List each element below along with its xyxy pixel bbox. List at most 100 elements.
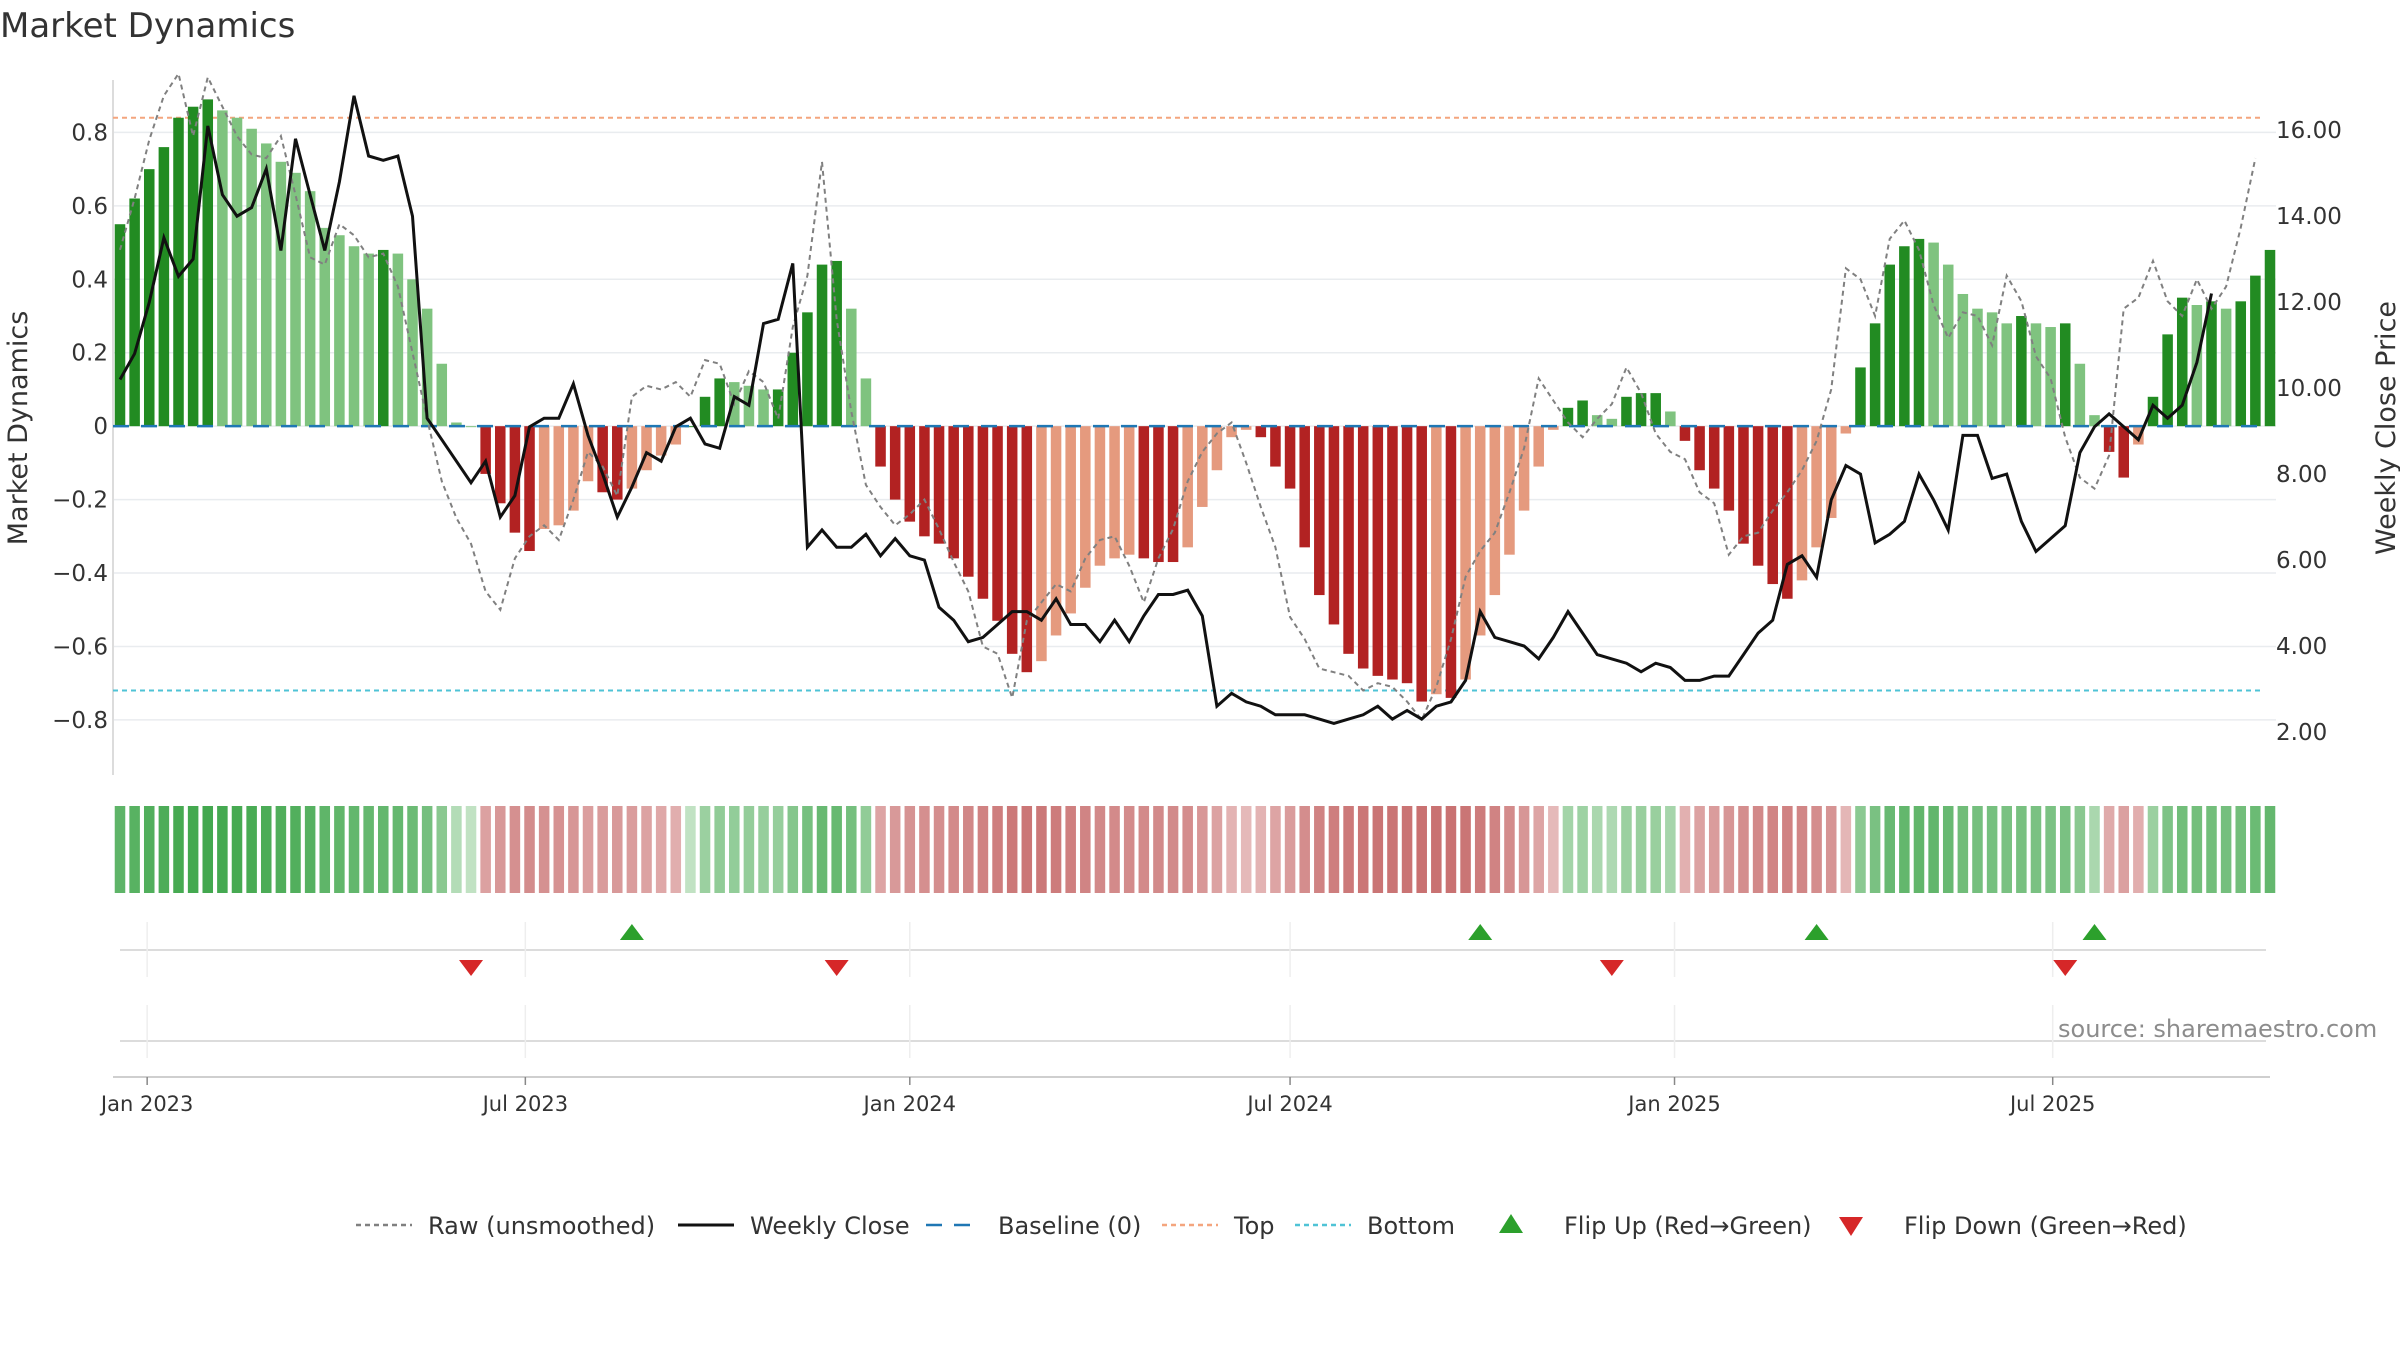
dynamics-bar bbox=[2045, 327, 2056, 427]
dynamics-bar bbox=[2206, 301, 2217, 427]
legend-label: Flip Up (Red→Green) bbox=[1564, 1212, 1812, 1240]
regime-cell bbox=[1343, 806, 1354, 893]
legend-flip-down-icon bbox=[1839, 1217, 1863, 1236]
dynamics-bar bbox=[699, 396, 711, 427]
dynamics-bar bbox=[992, 426, 1003, 621]
regime-cell bbox=[1855, 806, 1866, 893]
dynamics-bar bbox=[2162, 334, 2173, 427]
dynamics-bar bbox=[538, 426, 550, 529]
regime-cell bbox=[1226, 806, 1237, 893]
regime-cell bbox=[889, 806, 901, 893]
regime-cell bbox=[2001, 806, 2012, 893]
dynamics-bar bbox=[1460, 426, 1471, 680]
regime-cell bbox=[2176, 806, 2188, 893]
regime-cell bbox=[802, 806, 813, 893]
regime-cell bbox=[933, 806, 945, 893]
dynamics-bar bbox=[1796, 426, 1808, 581]
y-tick-label: 0 bbox=[93, 414, 108, 440]
dynamics-bar bbox=[1942, 264, 1954, 427]
regime-cell bbox=[2250, 806, 2261, 893]
regime-cell bbox=[919, 806, 930, 893]
dynamics-bar bbox=[260, 143, 272, 427]
dynamics-bar bbox=[1489, 426, 1501, 596]
dynamics-bar bbox=[1986, 312, 1998, 427]
dynamics-bar bbox=[1065, 426, 1076, 614]
legend-item: Bottom bbox=[1295, 1212, 1455, 1240]
regime-cell bbox=[1372, 806, 1384, 893]
y2-tick-label: 12.00 bbox=[2276, 290, 2342, 316]
regime-cell bbox=[1913, 806, 1925, 893]
dynamics-bar bbox=[2001, 323, 2012, 427]
dynamics-bar bbox=[304, 191, 316, 427]
regime-cell bbox=[392, 806, 404, 893]
regime-cell bbox=[1621, 806, 1632, 893]
dynamics-bar bbox=[2074, 363, 2086, 427]
regime-cell bbox=[2059, 806, 2071, 893]
dynamics-bar bbox=[772, 389, 784, 427]
regime-cell bbox=[1767, 806, 1778, 893]
dynamics-bar bbox=[1548, 426, 1559, 430]
dynamics-bar bbox=[1855, 367, 1866, 427]
regime-cell bbox=[2103, 806, 2115, 893]
dynamics-bar bbox=[1314, 426, 1325, 596]
dynamics-bar bbox=[2030, 323, 2042, 427]
dynamics-bar bbox=[2250, 275, 2261, 427]
regime-cell bbox=[875, 806, 886, 893]
regime-cell bbox=[1723, 806, 1735, 893]
dynamics-bar bbox=[290, 172, 301, 427]
x-tick-label: Jul 2025 bbox=[2008, 1092, 2095, 1116]
regime-cell bbox=[831, 806, 842, 893]
regime-cell bbox=[363, 806, 374, 893]
dynamics-bar bbox=[1445, 426, 1457, 698]
regime-cell bbox=[714, 806, 725, 893]
dynamics-bar bbox=[1036, 426, 1047, 662]
dynamics-bar bbox=[436, 363, 448, 427]
dynamics-bar bbox=[114, 224, 126, 427]
flip-down-marker bbox=[2053, 960, 2078, 976]
y-tick-label: 0.4 bbox=[71, 267, 108, 293]
dynamics-bar bbox=[1913, 238, 1925, 427]
dynamics-bar bbox=[1050, 426, 1062, 636]
weekly-close-line bbox=[118, 95, 2213, 725]
legend-item: Flip Up (Red→Green) bbox=[1499, 1212, 1812, 1240]
dynamics-bar bbox=[1299, 426, 1310, 548]
regime-cell bbox=[143, 806, 155, 893]
regime-cell bbox=[743, 806, 755, 893]
regime-cell bbox=[334, 806, 345, 893]
regime-cell bbox=[1694, 806, 1705, 893]
regime-cell bbox=[246, 806, 257, 893]
regime-cell bbox=[1167, 806, 1179, 893]
regime-cell bbox=[114, 806, 126, 893]
regime-cell bbox=[451, 806, 462, 893]
dynamics-bar bbox=[963, 426, 974, 577]
regime-cell bbox=[1986, 806, 1998, 893]
flip-up-marker bbox=[2082, 924, 2107, 940]
regime-cell bbox=[1562, 806, 1574, 893]
regime-cell bbox=[1197, 806, 1208, 893]
regime-cell bbox=[1182, 806, 1193, 893]
dynamics-bar bbox=[1928, 242, 1939, 427]
dynamics-bar bbox=[2016, 316, 2027, 427]
dynamics-bar bbox=[480, 426, 491, 474]
regime-cell bbox=[582, 806, 594, 893]
regime-cell bbox=[1635, 806, 1647, 893]
regime-cell bbox=[1606, 806, 1618, 893]
dynamics-bar bbox=[1021, 426, 1033, 673]
legend-item: Flip Down (Green→Red) bbox=[1839, 1212, 2187, 1240]
dynamics-bar bbox=[495, 426, 506, 504]
regime-cell bbox=[509, 806, 521, 893]
dynamics-bar bbox=[1387, 426, 1398, 680]
regime-cell bbox=[626, 806, 638, 893]
regime-cell bbox=[729, 806, 740, 893]
legend-label: Top bbox=[1233, 1212, 1275, 1240]
dynamics-bar bbox=[231, 117, 243, 427]
dynamics-bar bbox=[217, 110, 228, 427]
regime-cell bbox=[2030, 806, 2042, 893]
dynamics-bar bbox=[1884, 264, 1895, 427]
regime-cell bbox=[1665, 806, 1676, 893]
regime-cell bbox=[1006, 806, 1018, 893]
y2-tick-label: 10.00 bbox=[2276, 376, 2342, 402]
regime-cell bbox=[1825, 806, 1837, 893]
regime-cell bbox=[860, 806, 872, 893]
regime-cell bbox=[904, 806, 916, 893]
